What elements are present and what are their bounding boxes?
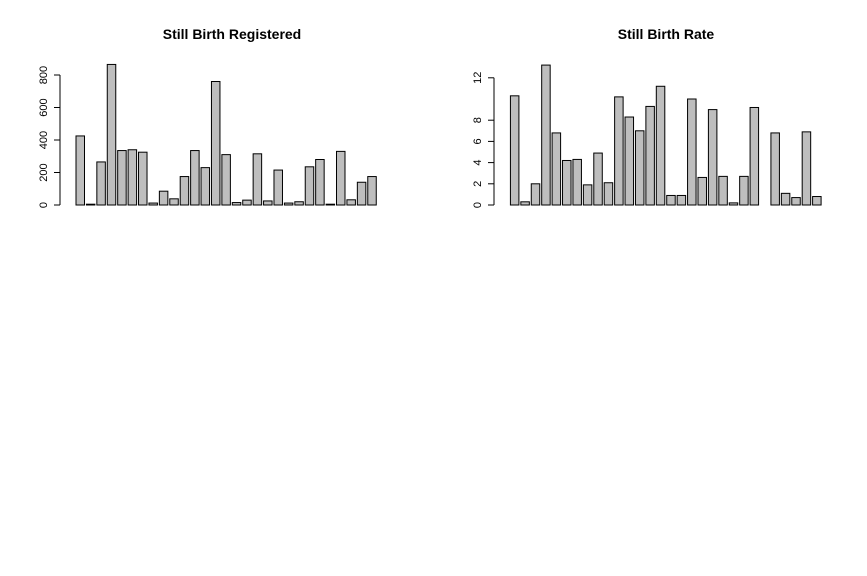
chart-still-birth-registered: Still Birth Registered 0 200 400 600 800	[38, 26, 377, 208]
bar	[336, 150, 346, 206]
bar	[356, 181, 367, 206]
bar	[75, 135, 85, 206]
bar	[315, 159, 325, 206]
y-tick-label: 6	[472, 138, 484, 144]
bar	[106, 63, 117, 206]
bar	[242, 199, 252, 206]
bar	[624, 116, 635, 206]
bar	[530, 183, 541, 206]
bar	[200, 167, 211, 206]
bar	[666, 194, 676, 206]
y-tick-label: 600	[38, 98, 50, 116]
bar	[770, 132, 780, 206]
bar-series	[509, 64, 822, 206]
bar	[645, 105, 655, 206]
bar	[728, 202, 739, 206]
bar	[572, 158, 582, 206]
bar	[85, 203, 96, 206]
bar	[273, 169, 283, 206]
bar	[707, 109, 718, 206]
bar	[780, 192, 791, 206]
bar	[221, 154, 231, 206]
y-tick-label: 400	[38, 131, 50, 149]
bar	[749, 106, 760, 206]
bar	[169, 198, 179, 206]
bar	[562, 159, 572, 206]
y-tick-label: 0	[472, 202, 484, 208]
y-tick-label: 12	[472, 72, 484, 84]
y-tick-label: 200	[38, 163, 50, 181]
bar	[509, 95, 520, 206]
y-axis: 0 2 4 6 8 12	[472, 72, 495, 208]
bar	[283, 202, 294, 206]
bar	[801, 131, 812, 206]
bar	[687, 98, 697, 206]
bar	[739, 175, 749, 206]
bar	[231, 202, 242, 206]
bar	[603, 182, 614, 206]
bar	[158, 190, 169, 206]
bar	[294, 201, 304, 206]
bar	[812, 196, 822, 206]
bar	[190, 150, 200, 206]
bar	[252, 153, 263, 206]
y-tick-label: 2	[472, 181, 484, 187]
bar	[541, 64, 551, 206]
bar	[676, 194, 687, 206]
bar	[96, 161, 106, 206]
bar	[718, 175, 728, 206]
chart-title: Still Birth Rate	[618, 26, 715, 42]
bar	[117, 150, 127, 206]
bar	[791, 197, 801, 206]
bar	[551, 132, 562, 206]
bar	[263, 200, 273, 206]
bar	[634, 130, 645, 206]
bar	[582, 184, 593, 206]
y-tick-label: 8	[472, 117, 484, 123]
bar	[520, 201, 530, 206]
bar	[138, 151, 148, 206]
bar	[210, 81, 221, 206]
bar	[346, 199, 356, 206]
bar	[148, 202, 158, 206]
y-tick-label: 4	[472, 160, 484, 166]
y-tick-label: 0	[38, 202, 50, 208]
bar-series	[75, 63, 377, 206]
bar	[304, 166, 315, 206]
bar	[179, 176, 190, 206]
chart-title: Still Birth Registered	[163, 26, 301, 42]
bar	[367, 176, 377, 206]
bar	[593, 152, 603, 206]
y-axis: 0 200 400 600 800	[38, 66, 61, 208]
y-tick-label: 800	[38, 66, 50, 84]
bar	[325, 203, 336, 206]
bar	[697, 176, 707, 206]
bar	[655, 85, 666, 206]
bar	[127, 149, 138, 206]
chart-still-birth-rate: Still Birth Rate 0 2 4 6 8 12	[472, 26, 822, 208]
bar	[614, 96, 624, 206]
